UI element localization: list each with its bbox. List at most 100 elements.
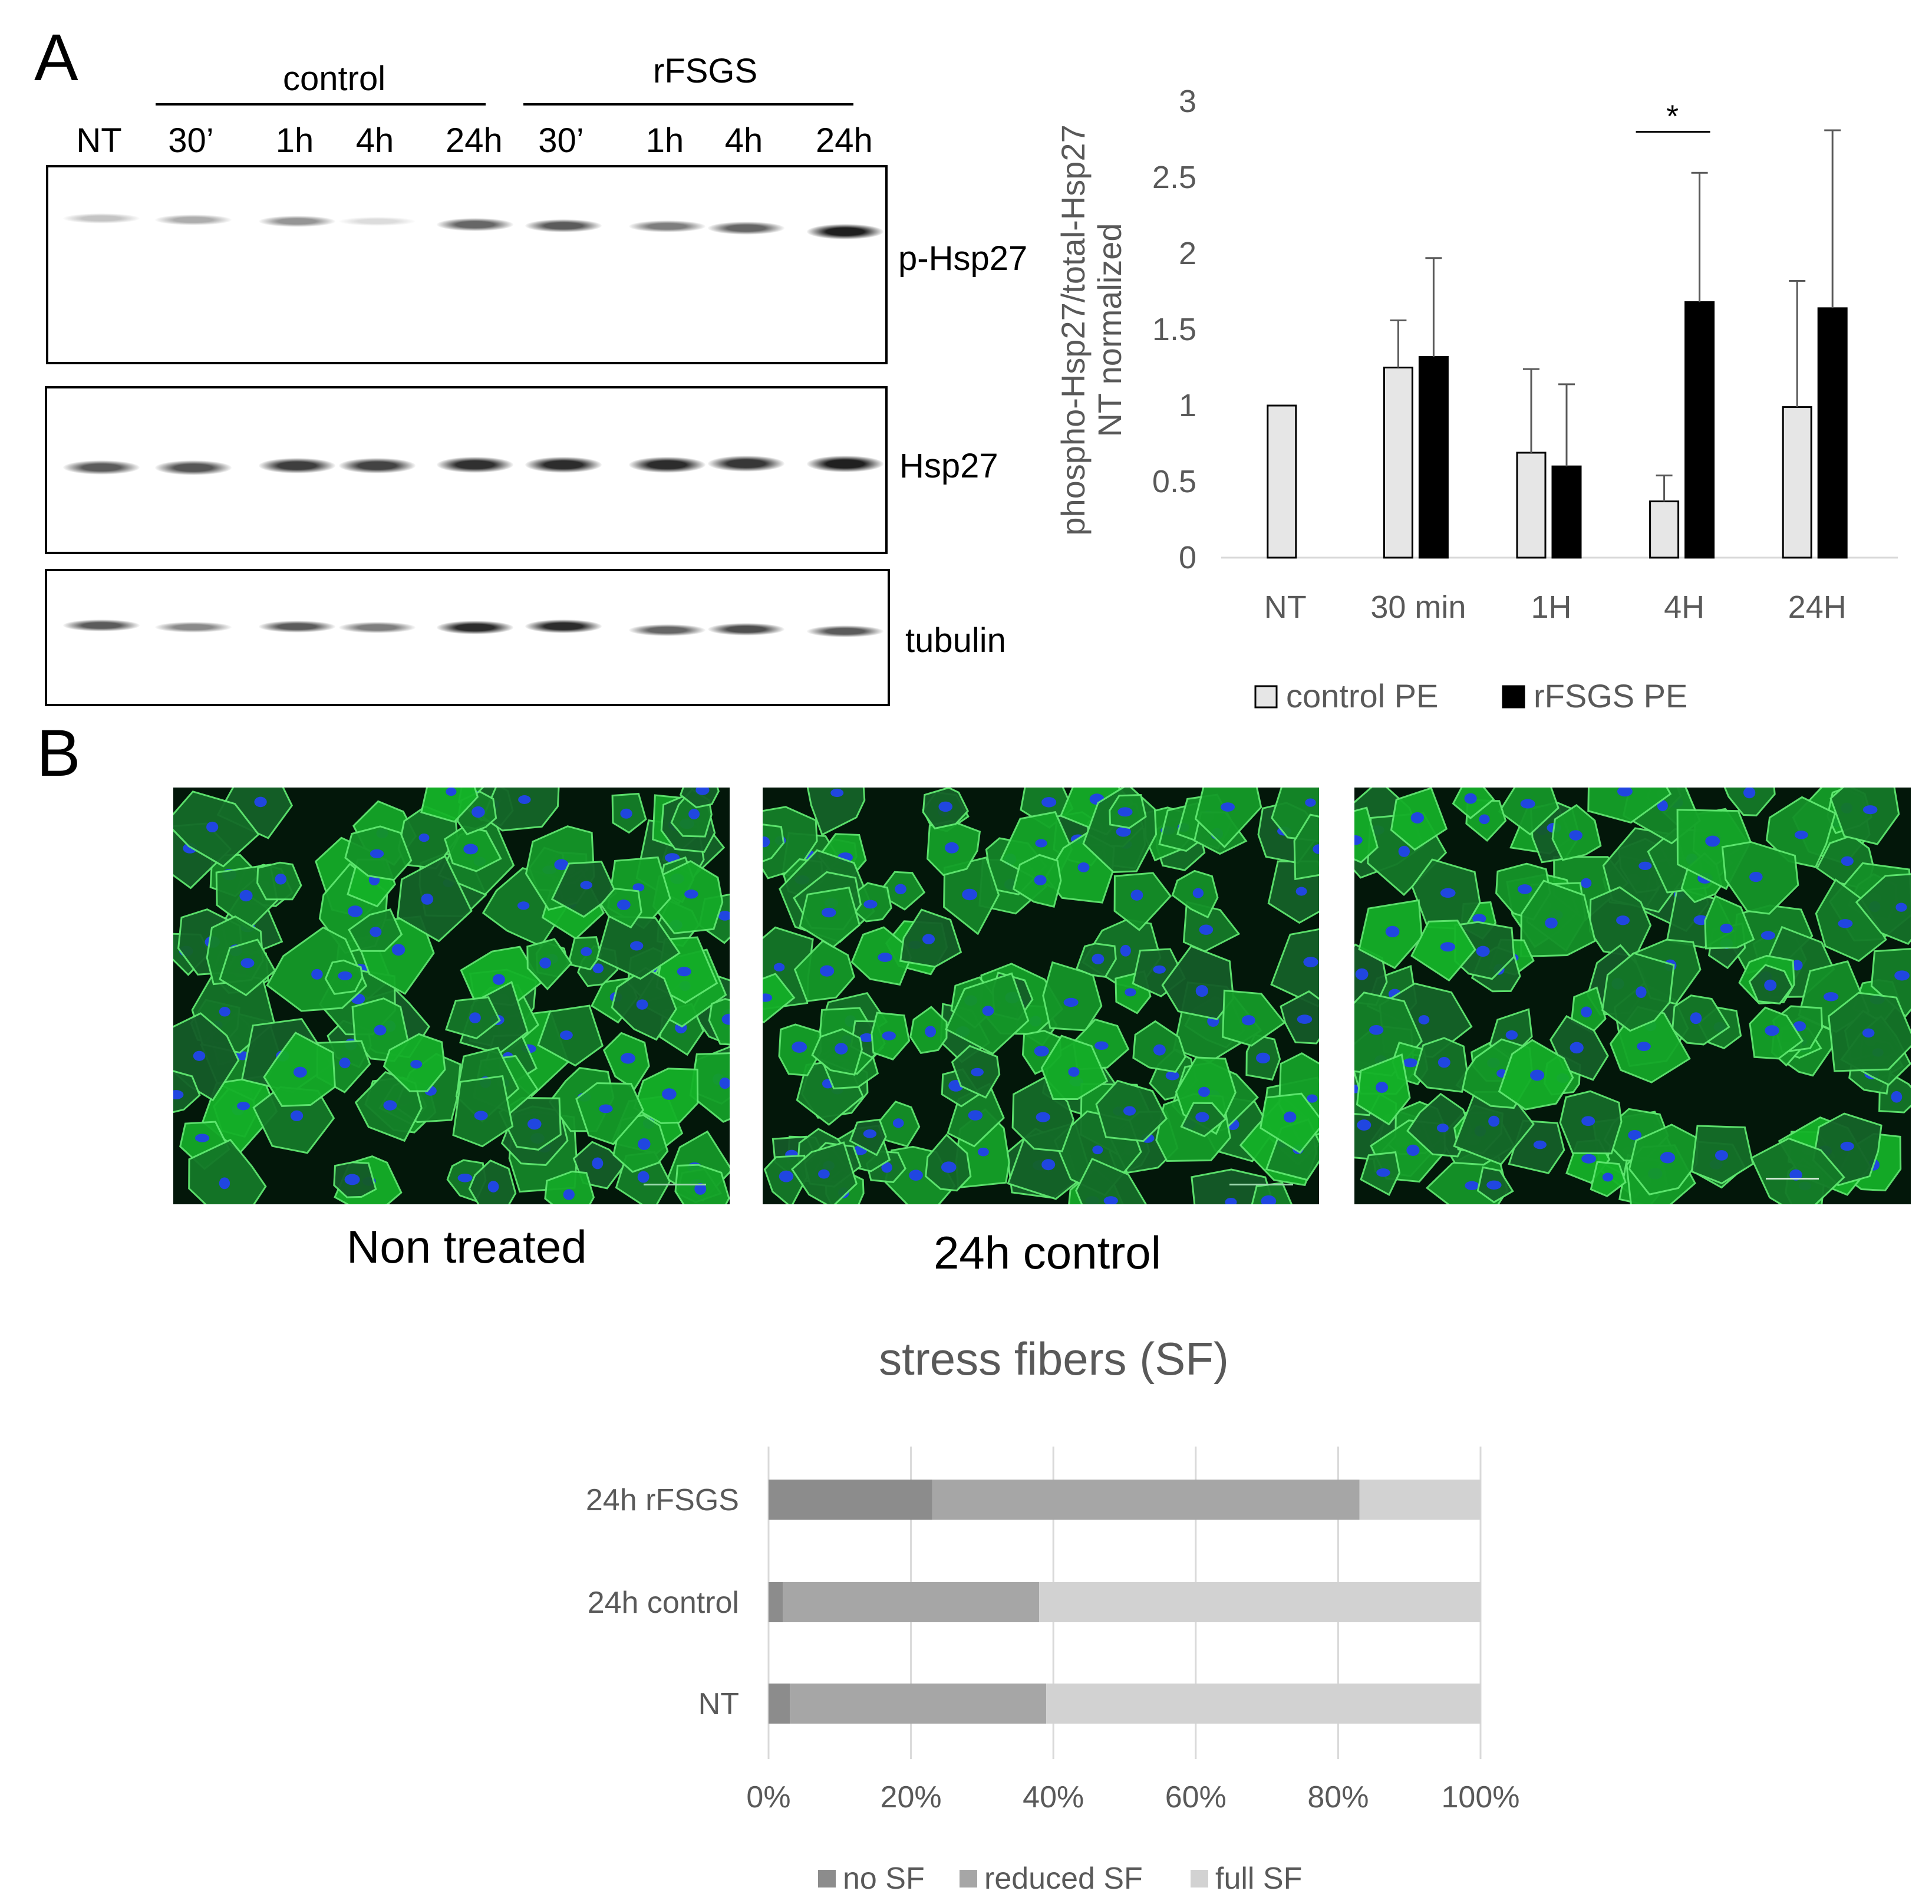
lane-label: 4h [724, 121, 763, 160]
cell [550, 861, 617, 918]
nucleus [695, 788, 710, 795]
category-label: 24h rFSGS [586, 1483, 739, 1517]
panel-a-letter: A [34, 21, 78, 94]
nucleus [968, 1110, 983, 1121]
nucleus [290, 1110, 304, 1122]
nucleus [1488, 1115, 1500, 1127]
nucleus [293, 1066, 307, 1078]
nucleus [275, 874, 287, 885]
nucleus [1130, 890, 1143, 901]
nucleus [1517, 884, 1532, 894]
cell [1354, 806, 1379, 864]
nucleus [1765, 1025, 1779, 1036]
nucleus [620, 808, 632, 819]
cell [1855, 873, 1911, 946]
blot-band [63, 213, 140, 223]
nucleus [773, 963, 785, 972]
nucleus [1743, 788, 1756, 799]
nucleus [881, 1162, 892, 1173]
bar [1516, 452, 1547, 559]
nucleus [821, 907, 836, 918]
bar [1817, 307, 1848, 559]
scale-bar [1766, 1178, 1819, 1180]
blot-band [807, 625, 883, 638]
blot-band [155, 622, 232, 633]
cell [544, 1170, 595, 1204]
nucleus [1153, 1044, 1166, 1056]
cell [397, 855, 473, 943]
bar [1267, 404, 1297, 559]
nucleus [1376, 1168, 1390, 1177]
nucleus [925, 1026, 937, 1037]
nucleus [779, 1170, 794, 1182]
nucleus [527, 1118, 542, 1130]
legend-label: control PE [1286, 677, 1438, 714]
nucleus [206, 821, 219, 833]
nucleus [1505, 1030, 1518, 1040]
nucleus [1385, 925, 1400, 938]
y-tick-label: 1.5 [1152, 312, 1196, 347]
nucleus [1715, 1150, 1728, 1161]
nucleus [1120, 944, 1131, 957]
nucleus [895, 884, 906, 895]
nucleus [1036, 1112, 1050, 1122]
significance-star: * [1666, 99, 1679, 134]
blot-band [807, 456, 883, 473]
nucleus [1764, 979, 1777, 991]
nucleus [863, 1129, 877, 1138]
nucleus [1165, 1070, 1179, 1081]
nucleus [1068, 1067, 1080, 1077]
nucleus [1092, 1145, 1103, 1155]
nucleus [1123, 1106, 1136, 1116]
stress-fibers-chart: stress fibers (SF) 0% 20% 40% 60% 80% 100% 24h … [586, 1333, 1520, 1896]
nucleus [859, 1033, 874, 1043]
group-label-rfsgs: rFSGS [653, 52, 758, 90]
nucleus [1410, 812, 1425, 823]
x-tick-label: 4H [1664, 589, 1704, 625]
blot-band [339, 622, 416, 633]
nucleus [173, 1090, 184, 1099]
nucleus [1602, 1172, 1614, 1182]
nucleus [1570, 1042, 1584, 1054]
nucleus [721, 1013, 730, 1025]
blot-hsp27 [45, 386, 888, 554]
nucleus [938, 801, 953, 812]
y-tick-label: 3 [1179, 84, 1196, 119]
stacked-bar-segment [769, 1684, 790, 1724]
bar [1649, 500, 1680, 559]
cell [1723, 788, 1776, 816]
nucleus [1313, 844, 1319, 854]
nucleus [1125, 988, 1136, 997]
blot-band [339, 458, 416, 473]
blot-band [259, 216, 335, 228]
blot-band [807, 224, 883, 239]
nucleus [1195, 1112, 1209, 1122]
nucleus [1628, 1129, 1642, 1141]
caption-24h-control: 24h control [934, 1227, 1161, 1279]
nucleus [1034, 1046, 1049, 1057]
nucleus [1198, 1086, 1210, 1097]
nucleus [1862, 805, 1878, 815]
legend-swatch [1191, 1870, 1208, 1887]
nucleus [1116, 826, 1131, 837]
nucleus [1486, 1180, 1502, 1190]
nucleus [982, 1006, 994, 1016]
bar [1551, 465, 1582, 559]
nucleus [1465, 1181, 1479, 1190]
nucleus [1862, 1028, 1875, 1038]
bar [1782, 406, 1812, 559]
cell [1191, 1168, 1274, 1204]
micrograph-non-treated [173, 788, 730, 1204]
nucleus [1376, 1082, 1389, 1093]
caption-non-treated: Non treated [347, 1221, 587, 1273]
y-axis-label: phospho-Hsp27/total-Hsp27NT normalized [1054, 124, 1128, 535]
nucleus [1636, 986, 1647, 998]
nucleus [1406, 1144, 1420, 1156]
nucleus [1094, 1041, 1109, 1050]
legend-label: reduced SF [984, 1862, 1143, 1896]
nucleus [616, 900, 631, 910]
x-tick-label: 60% [1165, 1780, 1227, 1814]
cell [1587, 788, 1672, 824]
nucleus [1895, 902, 1907, 912]
nucleus [909, 1170, 923, 1181]
